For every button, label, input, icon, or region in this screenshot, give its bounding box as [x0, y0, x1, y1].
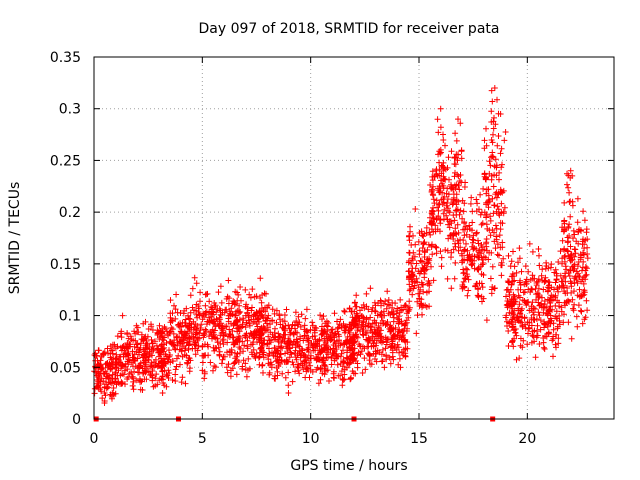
y-tick-label: 0.25 — [50, 153, 81, 169]
x-axis-ticks: 0 5 10 15 20 — [90, 57, 536, 447]
plot-frame — [93, 56, 615, 420]
chart-title: Day 097 of 2018, SRMTID for receiver pat… — [199, 21, 500, 37]
y-tick-label: 0.2 — [59, 205, 81, 221]
x-axis-label: GPS time / hours — [290, 458, 407, 474]
y-axis-label: SRMTID / TECUs — [7, 182, 23, 295]
grid-lines — [94, 57, 614, 419]
y-tick-label: 0 — [72, 412, 81, 428]
srmtid-points — [91, 85, 591, 406]
y-tick-label: 0.3 — [59, 102, 81, 118]
x-tick-label: 15 — [410, 431, 428, 447]
x-tick-label: 5 — [198, 431, 207, 447]
y-tick-label: 0.15 — [50, 257, 81, 273]
y-tick-label: 0.1 — [59, 309, 81, 325]
data-points — [91, 85, 591, 406]
y-tick-label: 0.35 — [50, 50, 81, 66]
x-tick-label: 20 — [518, 431, 536, 447]
x-tick-label: 0 — [90, 431, 99, 447]
y-tick-label: 0.05 — [50, 360, 81, 376]
x-tick-label: 10 — [302, 431, 320, 447]
y-axis-ticks: 0 0.05 0.1 0.15 0.2 0.25 0.3 0.35 — [50, 50, 614, 428]
